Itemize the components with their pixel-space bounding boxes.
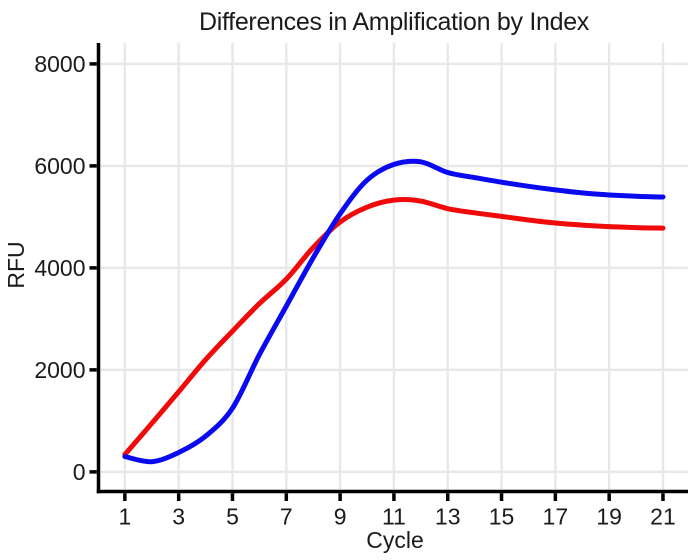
gridlines-layer <box>100 43 688 490</box>
y-tick-label: 4000 <box>34 255 85 281</box>
x-axis-label: Cycle <box>366 527 424 553</box>
x-tick-label: 19 <box>596 504 622 530</box>
y-tick-label: 2000 <box>34 357 85 383</box>
x-tick-label: 9 <box>334 504 347 530</box>
labels-layer: Differences in Amplification by Index Cy… <box>3 8 676 553</box>
axes-layer <box>89 43 688 501</box>
x-tick-label: 11 <box>382 504 406 530</box>
x-tick-label: 13 <box>435 504 461 530</box>
x-tick-label: 15 <box>489 504 515 530</box>
chart-title: Differences in Amplification by Index <box>199 8 590 36</box>
x-tick-label: 1 <box>118 504 131 530</box>
x-tick-label: 3 <box>172 504 185 530</box>
x-tick-label: 21 <box>650 504 676 530</box>
series-layer <box>122 158 666 465</box>
x-tick-label: 17 <box>543 504 569 530</box>
y-axis-label: RFU <box>3 241 29 288</box>
x-tick-label: 5 <box>226 504 239 530</box>
y-tick-label: 8000 <box>34 51 85 77</box>
series-line-blue-curve <box>122 158 666 465</box>
x-tick-label: 7 <box>280 504 293 530</box>
y-tick-label: 0 <box>73 459 86 485</box>
series-line-red-curve <box>122 197 666 457</box>
y-tick-label: 6000 <box>34 153 85 179</box>
